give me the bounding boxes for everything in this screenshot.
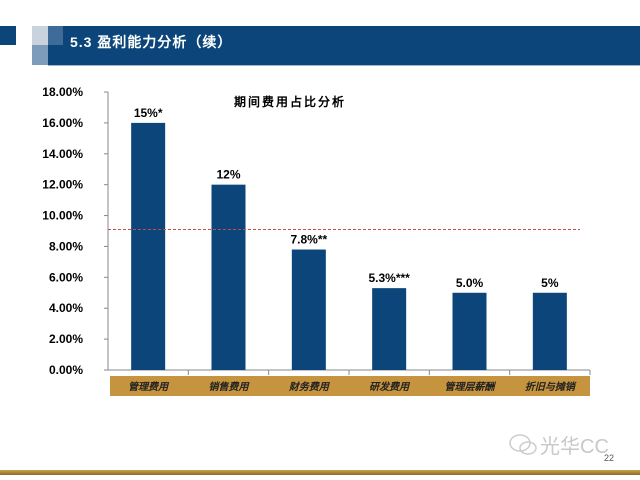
header-bar (48, 26, 640, 66)
bar-chart: 0.00% 2.00% 4.00% 6.00% 8.00% 10.00% 12.00% 14.… (42, 85, 591, 396)
category-label: 研发费用 (369, 381, 411, 393)
header-square (48, 26, 63, 45)
data-label: 5% (541, 276, 559, 290)
data-label: 7.8%** (290, 233, 327, 247)
y-tick-label: 4.00% (49, 301, 83, 315)
chart-title: 期间费用占比分析 (234, 94, 346, 109)
header-accent (0, 26, 16, 45)
y-tick-label: 2.00% (49, 332, 83, 346)
category-band (110, 376, 590, 396)
category-label: 管理费用 (128, 381, 170, 393)
bar-3 (291, 249, 326, 370)
header-square (32, 26, 48, 45)
data-label: 5.3%*** (368, 271, 410, 285)
category-label: 销售费用 (209, 381, 251, 393)
page-number: 22 (604, 453, 615, 463)
category-label: 折旧与摊销 (525, 381, 577, 393)
data-label: 5.0% (456, 276, 484, 290)
data-label: 15%* (134, 106, 163, 120)
slide-title: 5.3 盈利能力分析（续） (70, 34, 233, 50)
wechat-icon (509, 434, 537, 455)
bar-6 (532, 292, 567, 370)
y-tick-label: 6.00% (49, 270, 83, 284)
footer-line (0, 470, 640, 475)
y-tick-label: 0.00% (49, 363, 83, 377)
y-tick-label: 8.00% (49, 239, 83, 253)
category-label: 财务费用 (288, 381, 331, 393)
bar-1 (131, 122, 166, 370)
y-tick-label: 12.00% (42, 178, 83, 192)
bar-4 (372, 288, 407, 370)
header-square (32, 45, 48, 65)
category-label: 管理层薪酬 (445, 381, 497, 393)
y-tick-label: 16.00% (42, 116, 83, 130)
bar-5 (452, 292, 487, 370)
y-tick-label: 14.00% (42, 147, 83, 161)
watermark: 光华CC (540, 436, 609, 458)
y-tick-label: 18.00% (42, 85, 83, 99)
y-tick-label: 10.00% (42, 209, 83, 223)
bar-2 (211, 184, 246, 370)
data-label: 12% (216, 168, 240, 182)
